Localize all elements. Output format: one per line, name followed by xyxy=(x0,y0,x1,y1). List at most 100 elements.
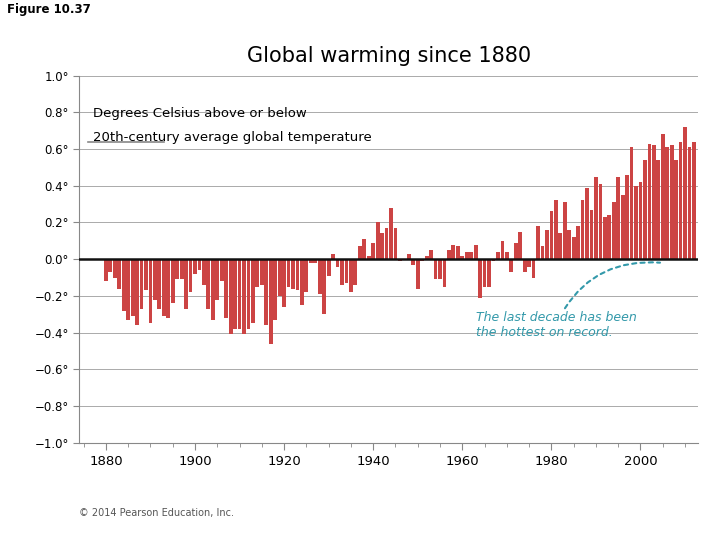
Bar xyxy=(531,259,536,278)
Bar xyxy=(549,212,553,259)
Bar xyxy=(215,259,219,300)
Bar xyxy=(264,259,268,325)
Bar xyxy=(433,259,438,279)
Bar xyxy=(229,259,233,334)
Text: Degrees Celsius above or below: Degrees Celsius above or below xyxy=(93,107,306,120)
Bar xyxy=(313,259,318,263)
Bar xyxy=(616,177,620,259)
Title: Global warming since 1880: Global warming since 1880 xyxy=(247,46,531,66)
Bar xyxy=(220,259,224,281)
Text: © 2014 Pearson Education, Inc.: © 2014 Pearson Education, Inc. xyxy=(79,508,234,518)
Bar xyxy=(527,259,531,267)
Text: Figure 10.37: Figure 10.37 xyxy=(7,3,91,16)
Bar xyxy=(340,259,344,285)
Text: 20th-century average global temperature: 20th-century average global temperature xyxy=(93,131,372,144)
Bar xyxy=(438,259,442,279)
Bar xyxy=(389,208,393,259)
Bar xyxy=(354,259,357,285)
Bar xyxy=(478,259,482,298)
Bar xyxy=(367,255,371,259)
Bar xyxy=(496,252,500,259)
Bar xyxy=(482,259,487,287)
Bar xyxy=(572,237,575,259)
Bar xyxy=(153,259,157,300)
Bar xyxy=(225,259,228,318)
Bar xyxy=(465,252,469,259)
Bar xyxy=(193,259,197,274)
Bar xyxy=(256,259,259,287)
Bar xyxy=(447,250,451,259)
Bar xyxy=(291,259,295,288)
Bar xyxy=(634,186,638,259)
Bar xyxy=(585,187,589,259)
Bar xyxy=(429,250,433,259)
Bar xyxy=(358,246,361,259)
Bar xyxy=(113,259,117,278)
Bar xyxy=(598,184,603,259)
Bar xyxy=(688,147,691,259)
Bar xyxy=(376,222,379,259)
Bar xyxy=(661,134,665,259)
Bar xyxy=(425,255,428,259)
Bar xyxy=(563,202,567,259)
Bar xyxy=(576,226,580,259)
Bar xyxy=(469,252,473,259)
Bar xyxy=(523,259,526,272)
Bar xyxy=(559,233,562,259)
Bar xyxy=(327,259,330,276)
Bar xyxy=(180,259,184,279)
Bar xyxy=(251,259,255,323)
Bar xyxy=(670,145,674,259)
Bar xyxy=(166,259,170,318)
Bar xyxy=(305,259,308,292)
Bar xyxy=(411,259,415,265)
Bar xyxy=(144,259,148,291)
Bar xyxy=(171,259,175,303)
Bar xyxy=(131,259,135,316)
Bar xyxy=(514,242,518,259)
Bar xyxy=(189,259,192,292)
Bar xyxy=(158,259,161,309)
Bar xyxy=(309,259,312,263)
Bar xyxy=(407,254,410,259)
Bar xyxy=(398,259,402,261)
Bar xyxy=(175,259,179,279)
Bar xyxy=(460,255,464,259)
Bar xyxy=(581,200,585,259)
Bar xyxy=(362,239,366,259)
Bar xyxy=(278,259,282,296)
Bar xyxy=(104,259,108,281)
Bar xyxy=(541,246,544,259)
Bar xyxy=(162,259,166,316)
Bar xyxy=(246,259,251,329)
Bar xyxy=(197,259,202,270)
Bar xyxy=(109,259,112,272)
Bar xyxy=(590,210,593,259)
Bar xyxy=(140,259,143,309)
Bar xyxy=(148,259,153,323)
Bar xyxy=(117,259,121,288)
Bar xyxy=(233,259,237,329)
Bar xyxy=(372,242,375,259)
Bar xyxy=(683,127,687,259)
Bar xyxy=(554,200,558,259)
Bar xyxy=(643,160,647,259)
Bar xyxy=(242,259,246,334)
Bar xyxy=(384,228,389,259)
Bar xyxy=(122,259,126,310)
Bar xyxy=(510,259,513,272)
Bar xyxy=(545,230,549,259)
Bar xyxy=(500,241,504,259)
Bar xyxy=(318,259,322,294)
Bar xyxy=(657,160,660,259)
Bar xyxy=(647,144,652,259)
Bar xyxy=(665,147,669,259)
Bar xyxy=(674,160,678,259)
Bar xyxy=(269,259,273,343)
Bar xyxy=(260,259,264,285)
Bar xyxy=(300,259,304,305)
Bar xyxy=(274,259,277,320)
Bar xyxy=(639,182,642,259)
Bar xyxy=(345,259,348,283)
Bar xyxy=(296,259,300,291)
